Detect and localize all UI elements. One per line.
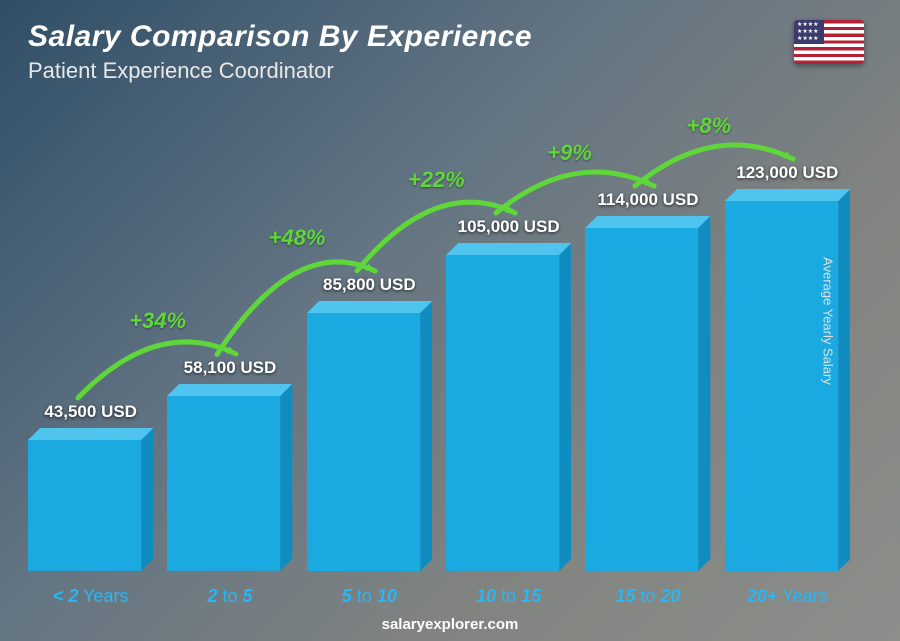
bar-value-label: 114,000 USD	[597, 190, 698, 210]
bar-column: 105,000 USD	[446, 217, 571, 571]
bar-category-label: 20+ Years	[747, 586, 828, 607]
bar	[307, 301, 432, 571]
bar-category-label: < 2 Years	[53, 586, 129, 607]
bar-column: 43,500 USD	[28, 402, 153, 571]
bar	[167, 384, 292, 571]
bar-value-label: 85,800 USD	[323, 275, 416, 295]
bar-category-label: 5 to 10	[342, 586, 397, 607]
pct-increase-label: +48%	[269, 225, 326, 251]
page-subtitle: Patient Experience Coordinator	[28, 58, 872, 84]
pct-increase-label: +9%	[547, 140, 592, 166]
footer-credit: salaryexplorer.com	[0, 616, 900, 633]
page-title: Salary Comparison By Experience	[28, 20, 872, 54]
bar	[446, 243, 571, 571]
bar-chart: 43,500 USD 58,100 USD 85,800 USD 105,000 US…	[28, 110, 850, 571]
pct-increase-label: +8%	[687, 113, 732, 139]
yaxis-label: Average Yearly Salary	[821, 257, 836, 385]
pct-increase-label: +34%	[129, 308, 186, 334]
bar	[585, 216, 710, 571]
bar-category-label: 10 to 15	[476, 586, 541, 607]
bar-value-label: 123,000 USD	[736, 163, 838, 183]
bar-value-label: 105,000 USD	[458, 217, 560, 237]
bar	[28, 428, 153, 571]
bar-category-label: 15 to 20	[615, 586, 680, 607]
bar-value-label: 43,500 USD	[44, 402, 137, 422]
bar-category-label: 2 to 5	[207, 586, 252, 607]
header: Salary Comparison By Experience Patient …	[28, 20, 872, 84]
bar-column: 85,800 USD	[307, 275, 432, 571]
flag-icon	[794, 20, 864, 64]
bar-column: 114,000 USD	[585, 190, 710, 571]
pct-increase-label: +22%	[408, 167, 465, 193]
bar-value-label: 58,100 USD	[184, 358, 277, 378]
xaxis: < 2 Years 2 to 5 5 to 10 10 to 15 15 to 20 20…	[28, 578, 850, 607]
bar-column: 58,100 USD	[167, 358, 292, 571]
